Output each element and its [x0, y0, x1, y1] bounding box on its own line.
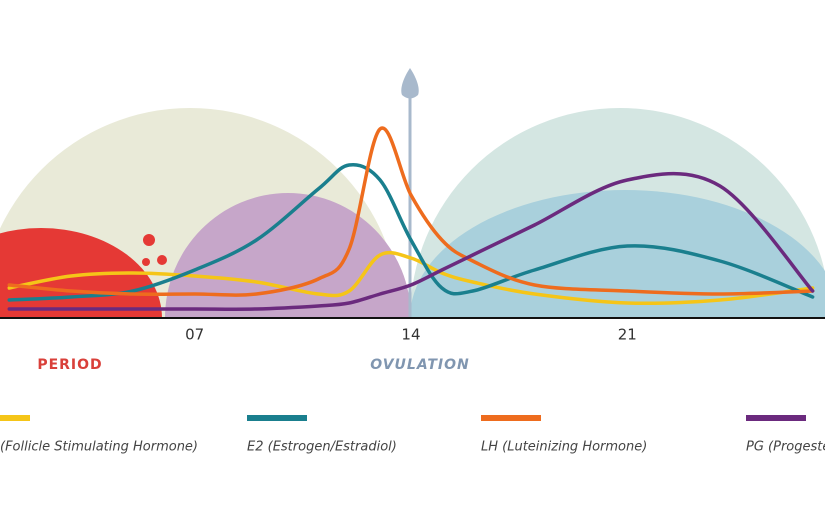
drop	[157, 255, 167, 265]
drop	[143, 234, 155, 246]
x-tick-label: 21	[618, 326, 637, 344]
hormone-line	[7, 171, 815, 311]
legend-label: LH (Luteinizing Hormone)	[481, 440, 647, 455]
x-tick-label: 14	[401, 326, 420, 344]
hormone-line	[7, 162, 815, 302]
legend-label: E2 (Estrogen/Estradiol)	[247, 440, 397, 455]
legend-swatch	[0, 415, 30, 421]
x-tick-label: 07	[185, 326, 204, 344]
hormone-line	[7, 126, 815, 297]
ovulation-icon	[401, 68, 419, 99]
hormone-line	[7, 250, 815, 306]
legend-swatch	[247, 415, 307, 421]
legend-label: (Follicle Stimulating Hormone)	[0, 440, 198, 455]
legend-swatch	[481, 415, 541, 421]
legend-swatch	[746, 415, 806, 421]
phase-shape	[165, 193, 411, 318]
period-shape	[0, 228, 162, 318]
drop	[142, 258, 150, 266]
background	[0, 68, 825, 318]
lines	[7, 126, 815, 311]
legend-label: PG (Progester	[746, 440, 825, 455]
annotation: PERIOD	[37, 357, 102, 373]
annotation: OVULATION	[370, 357, 469, 373]
phase-shape	[410, 190, 825, 318]
